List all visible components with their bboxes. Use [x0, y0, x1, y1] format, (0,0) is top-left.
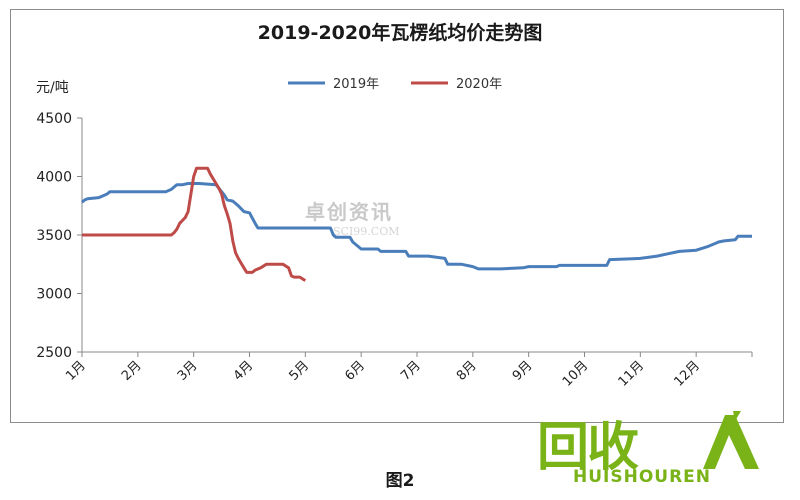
x-tick-label: 5月: [287, 358, 313, 384]
x-tick-label: 1月: [63, 358, 89, 384]
chart-title: 2019-2020年瓦楞纸均价走势图: [257, 22, 543, 44]
legend-label-2020: 2020年: [456, 77, 502, 92]
legend-label-2019: 2019年: [333, 77, 379, 92]
y-tick-label: 4500: [36, 111, 72, 127]
figure-caption: 图2: [385, 471, 415, 491]
x-tick-label: 4月: [231, 358, 257, 384]
logo-english-text: HUISHOUREN: [573, 467, 712, 487]
series-layer: [81, 166, 752, 282]
y-tick-label: 4000: [36, 170, 72, 186]
y-tick-label: 3000: [36, 287, 72, 303]
series-line-2020: [82, 166, 307, 282]
x-tick-label: 8月: [454, 358, 480, 384]
watermark-sub: SCI99.COM: [333, 225, 400, 238]
x-tick-label: 9月: [510, 358, 536, 384]
y-tick-label: 3500: [36, 228, 72, 244]
watermark-main: 卓创资讯: [305, 200, 393, 224]
x-tick-label: 2月: [119, 358, 145, 384]
logo-person-mark: [703, 411, 759, 469]
x-tick-label: 11月: [616, 358, 647, 389]
x-tick-label: 12月: [671, 358, 702, 389]
chart-frame: [10, 9, 784, 423]
x-tick-label: 3月: [175, 358, 201, 384]
watermark: 卓创资讯 SCI99.COM: [305, 196, 400, 238]
y-tick-label: 2500: [36, 345, 72, 361]
logo-chinese-text: 回收: [537, 418, 639, 478]
x-tick-label: 6月: [342, 358, 368, 384]
huishouren-logo: 回收 HUISHOUREN: [535, 405, 795, 495]
series-line-2019: [81, 182, 752, 271]
y-axis-label: 元/吨: [36, 80, 69, 96]
x-tick-label: 7月: [398, 358, 424, 384]
x-tick-label: 10月: [560, 358, 591, 389]
chart-legend: 2019年 2020年: [288, 77, 502, 92]
